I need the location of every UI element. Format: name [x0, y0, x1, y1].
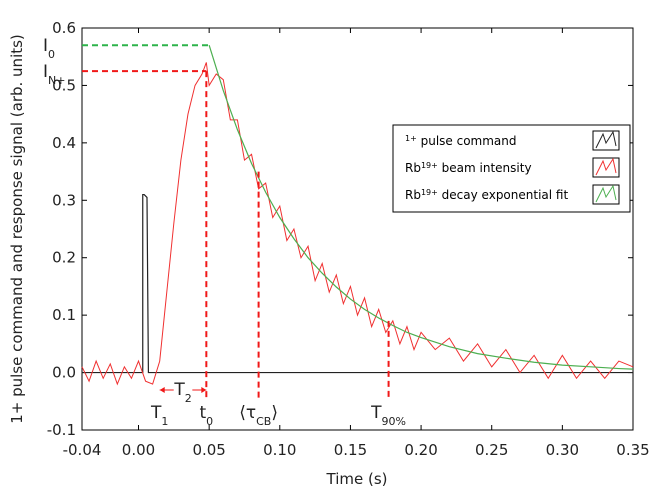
- x-tick-label: 0.00: [122, 441, 155, 459]
- annotation-part: 90%: [382, 415, 406, 428]
- annotation-part: I: [43, 62, 48, 82]
- x-tick-label: 0.35: [616, 441, 649, 459]
- annotation-part: t: [199, 403, 206, 423]
- y-tick-label: 0.3: [52, 191, 76, 209]
- annotation-part: 1: [161, 415, 168, 428]
- legend-swatch: [595, 130, 617, 149]
- y-tick-label: 0.6: [52, 19, 76, 37]
- annotation-label: I0: [43, 36, 55, 61]
- legend-swatch: [595, 184, 617, 203]
- series-line: [81, 62, 634, 386]
- y-tick-label: 0.5: [52, 76, 76, 94]
- x-tick-label: 0.25: [475, 441, 508, 459]
- series-line: [82, 193, 633, 374]
- annotation-label: ⟨τCB⟩: [239, 403, 278, 428]
- plot-frame: [81, 27, 634, 431]
- annotation-part: T: [370, 403, 382, 423]
- annotation-label: IN+: [43, 62, 65, 87]
- legend-label: 1+ pulse command: [405, 134, 517, 149]
- annotation-label: t0: [199, 403, 213, 428]
- annotation-part: T: [150, 403, 162, 423]
- legend-label: Rb19+ decay exponential fit: [405, 188, 568, 203]
- annotation-part: 2: [185, 392, 192, 405]
- y-axis-title: 1+ pulse command and response signal (ar…: [8, 34, 26, 424]
- x-tick-label: 0.10: [263, 441, 296, 459]
- x-axis-title: Time (s): [326, 470, 388, 488]
- y-tick-label: 0.1: [52, 306, 76, 324]
- annotation-part: I: [43, 36, 48, 56]
- annotation-part: ⟨τ: [239, 403, 256, 423]
- annotation-part: 0: [48, 48, 55, 61]
- annotation-label: T90%: [370, 403, 406, 428]
- span-arrow: [159, 387, 207, 393]
- x-tick-label: 0.20: [404, 441, 437, 459]
- annotation-label: T1: [150, 403, 168, 428]
- annotation-part: ⟩: [271, 403, 278, 423]
- legend-box: [392, 124, 631, 213]
- y-tick-label: 0.4: [52, 134, 76, 152]
- x-tick-label: -0.04: [63, 441, 102, 459]
- annotation-part: 0: [206, 415, 213, 428]
- annotation-label: T2: [173, 380, 191, 405]
- x-tick-label: 0.05: [192, 441, 225, 459]
- legend-label: Rb19+ beam intensity: [405, 161, 532, 176]
- x-tick-label: 0.15: [334, 441, 367, 459]
- y-tick-label: 0.0: [52, 364, 76, 382]
- y-tick-label: 0.2: [52, 249, 76, 267]
- series-line: [208, 45, 634, 370]
- legend-swatch-box: [592, 184, 620, 205]
- legend-swatch-box: [592, 130, 620, 151]
- y-tick-label: -0.1: [47, 421, 76, 439]
- legend-swatch-box: [592, 157, 620, 178]
- annotation-part: T: [173, 380, 185, 400]
- annotation-part: N+: [48, 74, 65, 87]
- x-tick-label: 0.30: [546, 441, 579, 459]
- legend-swatch: [595, 157, 617, 176]
- annotation-part: CB: [256, 415, 271, 428]
